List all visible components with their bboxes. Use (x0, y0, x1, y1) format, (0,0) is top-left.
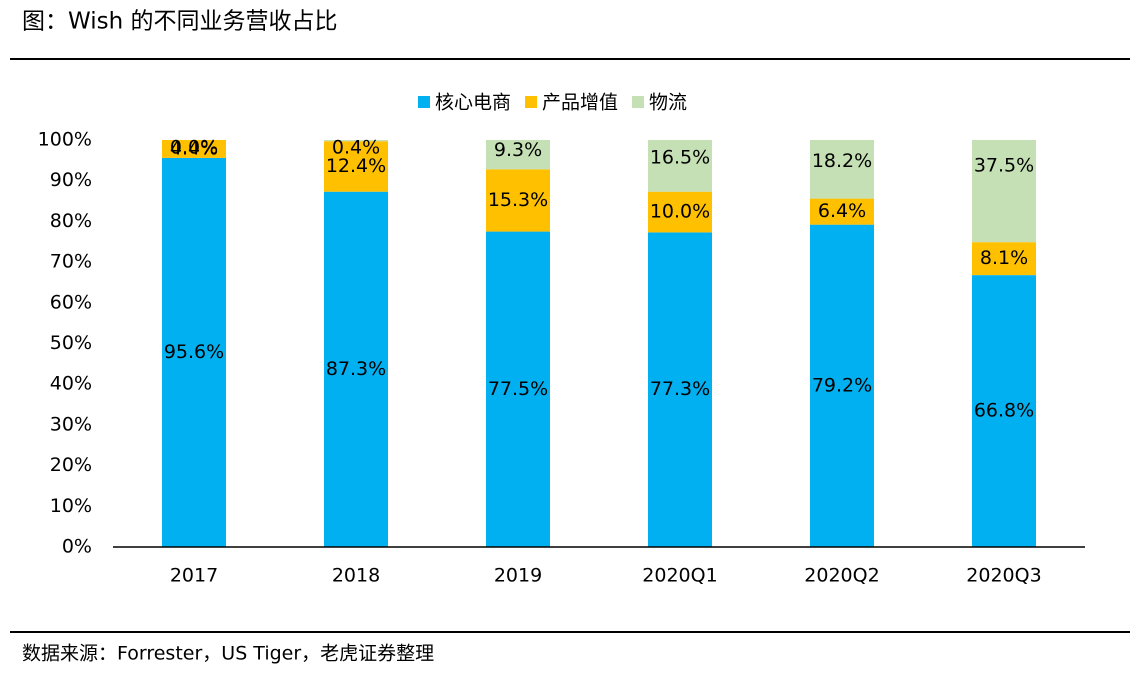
bar-segment (972, 275, 1036, 547)
data-label: 18.2% (812, 150, 872, 172)
data-label: 77.3% (650, 378, 710, 400)
data-label: 95.6% (164, 341, 224, 363)
y-tick-label: 90% (50, 169, 92, 191)
y-tick-label: 30% (50, 413, 92, 435)
y-tick-label: 70% (50, 251, 92, 273)
x-tick-label: 2019 (494, 565, 542, 587)
bars (162, 140, 1036, 547)
legend-label: 产品增值 (542, 92, 618, 114)
data-label: 4.4% (170, 137, 218, 159)
legend-swatch (418, 96, 430, 108)
x-tick-label: 2018 (332, 565, 380, 587)
bar-segment (810, 198, 874, 225)
y-tick-label: 50% (50, 332, 92, 354)
source: 数据来源：Forrester，US Tiger，老虎证券整理 (22, 643, 434, 665)
data-label: 9.3% (494, 139, 542, 161)
legend-label: 核心电商 (435, 92, 511, 114)
data-label: 77.5% (488, 378, 548, 400)
data-label: 0.0% (170, 137, 218, 159)
data-label: 12.4% (326, 155, 386, 177)
data-label: 8.1% (980, 247, 1028, 269)
bar-segment (810, 224, 874, 547)
data-label: 10.0% (650, 201, 710, 223)
x-tick-label: 2020Q1 (642, 565, 717, 587)
data-label: 6.4% (818, 200, 866, 222)
y-tick-label: 60% (50, 291, 92, 313)
legend-swatch (525, 96, 538, 108)
x-tick-label: 2017 (170, 565, 218, 587)
x-tick-label: 2020Q3 (966, 565, 1041, 587)
bar-segment (648, 140, 712, 192)
data-label: 79.2% (812, 374, 872, 396)
y-tick-label: 40% (50, 373, 92, 395)
data-label: 87.3% (326, 358, 386, 380)
y-tick-label: 20% (50, 454, 92, 476)
title: 图：Wish 的不同业务营收占比 (22, 9, 338, 35)
legend-swatch (632, 96, 645, 108)
data-label: 0.4% (332, 137, 380, 159)
bar-segment (162, 157, 226, 547)
data-label: 66.8% (974, 400, 1034, 422)
data-label: 15.3% (488, 189, 548, 211)
bar-segment (324, 191, 388, 547)
bar-segment (324, 141, 388, 192)
bar-segment (810, 140, 874, 199)
bar-segment (486, 231, 550, 547)
bar-segment (162, 140, 226, 158)
y-tick-label: 100% (38, 129, 92, 151)
data-label: 16.5% (650, 147, 710, 169)
bar-segment (486, 169, 550, 232)
bar-segment (324, 140, 388, 142)
bar-segment (648, 191, 712, 233)
y-tick-label: 0% (62, 536, 92, 558)
x-tick-label: 2020Q2 (804, 565, 879, 587)
y-tick-label: 10% (50, 495, 92, 517)
bar-segment (972, 140, 1036, 243)
bar-segment (648, 232, 712, 547)
data-label: 37.5% (974, 154, 1034, 176)
bar-segment (972, 242, 1036, 276)
bar-segment (486, 140, 550, 170)
legend-label: 物流 (649, 92, 687, 114)
y-tick-label: 80% (50, 210, 92, 232)
